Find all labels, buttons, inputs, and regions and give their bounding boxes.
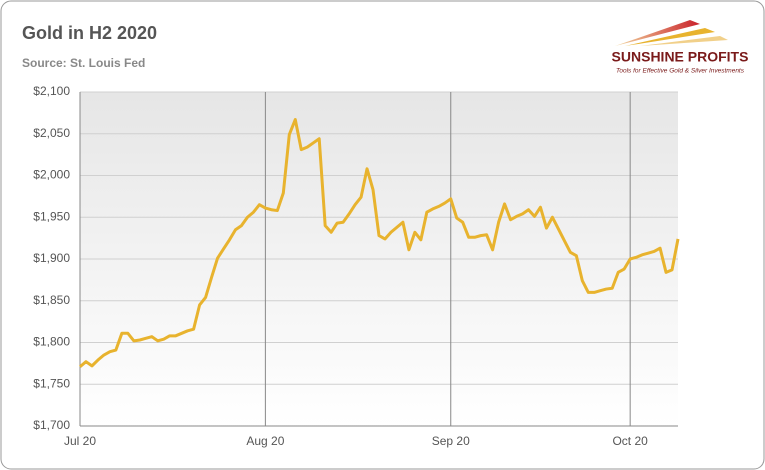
logo-tagline: Tools for Effective Gold & Silver Invest… xyxy=(616,68,745,75)
logo-name: SUNSHINE PROFITS xyxy=(612,49,749,65)
logo-ray xyxy=(615,20,700,46)
y-tick-label: $1,800 xyxy=(33,335,70,349)
x-tick-label: Oct 20 xyxy=(612,434,648,448)
y-tick-label: $1,700 xyxy=(33,418,70,432)
y-tick-label: $2,100 xyxy=(33,84,70,98)
y-tick-label: $2,000 xyxy=(33,168,70,182)
logo-ray xyxy=(625,28,715,46)
chart-title: Gold in H2 2020 xyxy=(22,23,157,43)
x-tick-label: Jul 20 xyxy=(64,434,96,448)
y-tick-label: $1,900 xyxy=(33,251,70,265)
x-tick-label: Aug 20 xyxy=(246,434,284,448)
logo: SUNSHINE PROFITS Tools for Effective Gol… xyxy=(612,20,749,75)
y-tick-label: $1,850 xyxy=(33,293,70,307)
y-tick-label: $2,050 xyxy=(33,126,70,140)
price-line xyxy=(79,118,680,368)
chart-subtitle: Source: St. Louis Fed xyxy=(22,56,145,70)
y-tick-label: $1,750 xyxy=(33,376,70,390)
logo-ray xyxy=(640,36,728,46)
y-tick-label: $1,950 xyxy=(33,209,70,223)
x-tick-label: Sep 20 xyxy=(432,434,470,448)
